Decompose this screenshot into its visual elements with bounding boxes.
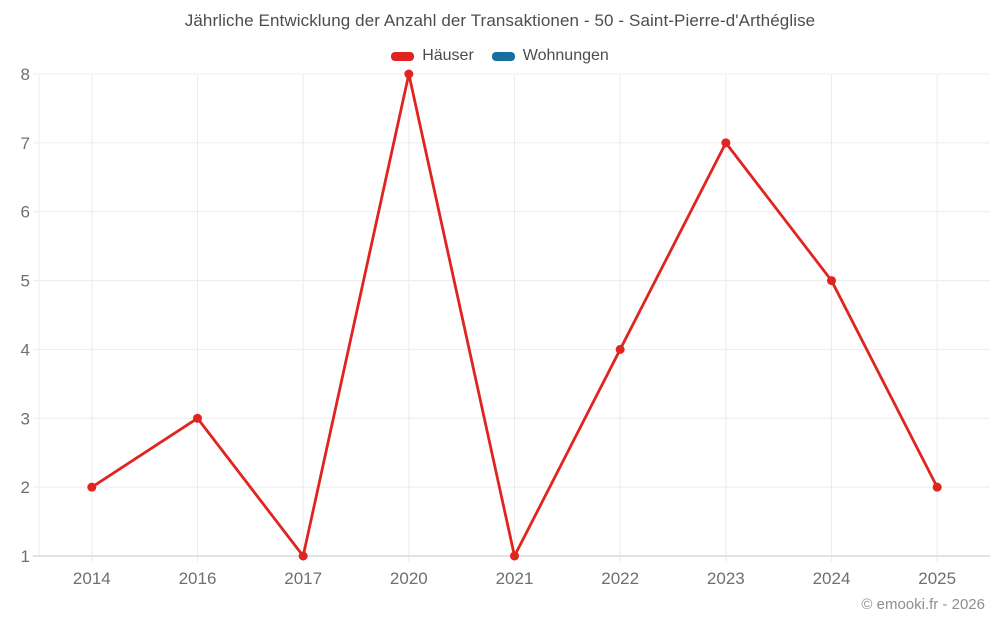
y-tick-label: 4	[21, 340, 30, 359]
data-point[interactable]	[87, 482, 97, 492]
y-tick-label: 3	[21, 409, 30, 428]
x-tick-label: 2017	[284, 569, 322, 588]
data-point[interactable]	[404, 69, 414, 79]
chart-title: Jährliche Entwicklung der Anzahl der Tra…	[184, 11, 816, 30]
x-tick-label: 2014	[73, 569, 111, 588]
x-tick-label: 2025	[918, 569, 956, 588]
y-tick-label: 1	[21, 547, 30, 566]
data-point[interactable]	[298, 551, 308, 561]
data-point[interactable]	[510, 551, 519, 561]
y-tick-label: 2	[21, 478, 30, 497]
y-tick-label: 8	[21, 65, 30, 84]
x-tick-label: 2023	[707, 569, 745, 588]
data-point[interactable]	[193, 413, 202, 423]
legend-swatch-wohnungen-icon	[491, 51, 515, 61]
x-tick-label: 2024	[813, 569, 851, 588]
y-tick-label: 5	[21, 272, 30, 291]
legend-item-wohnungen[interactable]: Wohnungen	[491, 47, 609, 65]
legend-label-wohnungen: Wohnungen	[522, 47, 609, 64]
data-point[interactable]	[615, 344, 625, 354]
legend-swatch-haeuser-icon	[391, 51, 415, 61]
x-tick-label: 2022	[601, 569, 639, 588]
data-point[interactable]	[827, 276, 836, 286]
legend-label-haeuser: Häuser	[422, 47, 474, 64]
y-tick-label: 7	[21, 134, 30, 153]
x-tick-label: 2021	[496, 569, 534, 588]
data-point[interactable]	[932, 482, 942, 492]
chart-legend: Häuser Wohnungen	[0, 45, 1000, 67]
legend-item-haeuser[interactable]: Häuser	[391, 47, 474, 65]
copyright-text: © emooki.fr - 2026	[861, 596, 985, 613]
x-tick-label: 2020	[390, 569, 428, 588]
y-tick-label: 6	[21, 203, 30, 222]
data-point[interactable]	[721, 138, 731, 148]
x-tick-label: 2016	[179, 569, 217, 588]
